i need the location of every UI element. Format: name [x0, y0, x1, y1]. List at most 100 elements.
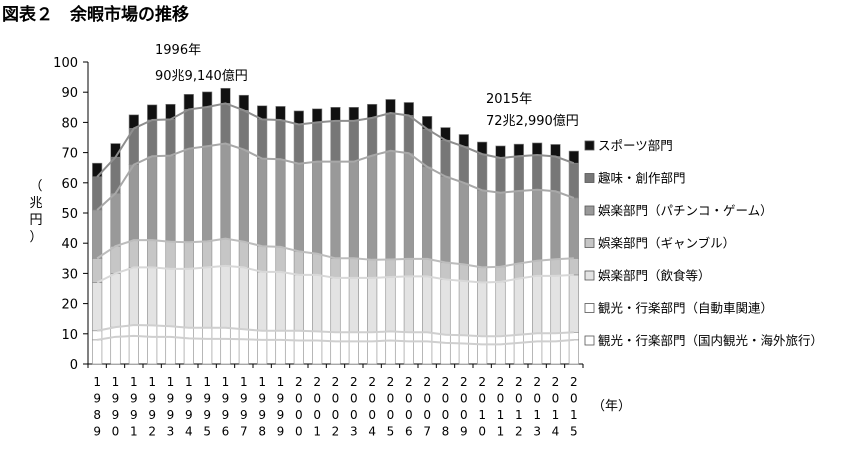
bar-segment — [477, 282, 488, 337]
legend-swatch — [584, 205, 595, 216]
legend-swatch — [584, 140, 595, 151]
bar-segment — [495, 192, 506, 268]
series-boundary-line — [96, 102, 575, 178]
bar-segment — [477, 335, 488, 345]
y-axis-tick-label: 80 — [61, 116, 78, 131]
bar-segment — [422, 258, 433, 277]
y-axis-tick-label: 0 — [70, 358, 78, 373]
bar-segment — [275, 119, 286, 160]
bar-segment — [202, 338, 213, 365]
page-title: 図表２ 余暇市場の推移 — [2, 5, 189, 25]
legend-swatch — [584, 335, 595, 346]
bar-segment — [477, 190, 488, 268]
bar-segment — [183, 338, 194, 365]
bar-segment — [257, 330, 268, 341]
bar-segment — [532, 154, 543, 191]
bar-segment — [385, 150, 396, 260]
bar-segment — [403, 152, 414, 260]
bar-segment — [220, 327, 231, 340]
bar-segment — [312, 122, 323, 162]
annotation-peak-year: 1996年 — [155, 43, 201, 58]
bar-segment — [110, 336, 121, 365]
bar-segment — [220, 103, 231, 144]
bar-segment — [458, 343, 469, 365]
bar-segment — [128, 335, 139, 365]
bar-segment — [110, 193, 121, 247]
bar-segment — [147, 155, 158, 241]
bar-segment — [367, 277, 378, 333]
x-axis-label: （年） — [592, 399, 631, 414]
bar-segment — [275, 106, 286, 121]
bar-segment — [532, 341, 543, 365]
bar-segment — [568, 274, 579, 333]
bar-segment — [293, 330, 304, 341]
bar-segment — [293, 340, 304, 365]
bar-segment — [495, 281, 506, 337]
bar-segment — [440, 342, 451, 365]
bar-segment — [220, 87, 231, 104]
legend-label: 趣味・創作部門 — [598, 171, 686, 186]
bar-segment — [348, 161, 359, 259]
bar-segment — [385, 259, 396, 278]
bar-segment — [330, 161, 341, 259]
bar-segment — [275, 330, 286, 341]
bar-segment — [257, 158, 268, 247]
bar-segment — [257, 271, 268, 332]
bar-segment — [385, 331, 396, 341]
bar-segment — [312, 274, 323, 332]
bar-segment — [220, 265, 231, 329]
bar-segment — [312, 108, 323, 123]
bar-segment — [348, 120, 359, 162]
y-axis-tick-label: 50 — [61, 207, 78, 222]
bar-segment — [513, 143, 524, 157]
series-boundary-line — [97, 334, 574, 346]
bar-segment — [403, 331, 414, 342]
bar-segment — [147, 239, 158, 268]
bar-segment — [513, 342, 524, 365]
bar-segment — [202, 145, 213, 242]
legend-label: スポーツ部門 — [598, 138, 673, 153]
bar-segment — [128, 164, 139, 241]
bar-segment — [532, 189, 543, 262]
bar-segment — [568, 162, 579, 199]
bar-segment — [385, 340, 396, 365]
bar-segment — [183, 94, 194, 110]
bar-segment — [550, 275, 561, 334]
y-axis-tick-label: 90 — [61, 86, 78, 101]
bar-segment — [165, 241, 176, 270]
bar-segment — [403, 258, 414, 277]
bar-segment — [385, 99, 396, 114]
bar-segment — [92, 176, 103, 211]
bar-segment — [550, 258, 561, 277]
bar-segment — [257, 119, 268, 159]
bar-segment — [312, 340, 323, 365]
bar-segment — [550, 144, 561, 157]
bar-segment — [92, 339, 103, 365]
bar-segment — [367, 155, 378, 261]
chart-labels: （兆円） 1 9 8 9 1 9 9 0 1 9 9 1 1 9 9 2 1 9 9 3 1 9 9 4 1 9 9 5 1 9 9 6 1 9 9 7… — [29, 43, 631, 439]
y-axis-label: （兆円） — [29, 179, 42, 245]
bar-segment — [550, 341, 561, 365]
bar-segment — [477, 267, 488, 283]
bar-segment — [568, 339, 579, 365]
bar-segment — [330, 331, 341, 342]
bar-segment — [312, 331, 323, 341]
legend-swatch — [584, 303, 595, 313]
bar-segment — [403, 341, 414, 365]
bar-segment — [550, 156, 561, 192]
bar-segment — [183, 109, 194, 149]
